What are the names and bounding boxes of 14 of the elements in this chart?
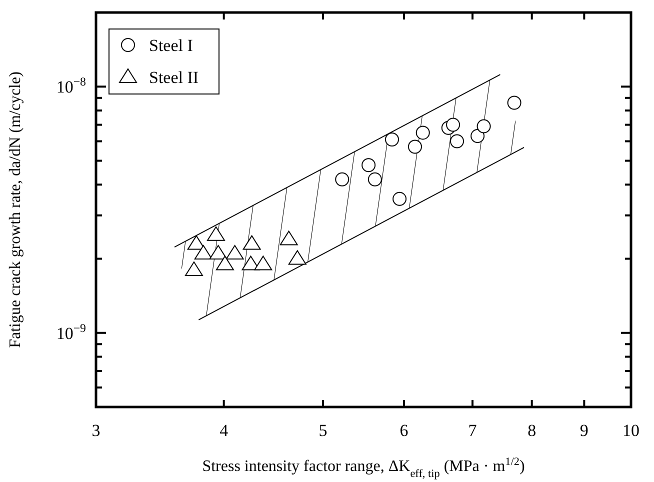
x-tick-label: 4 <box>220 421 229 440</box>
y-tick-label: 10$^{−9}$ <box>56 320 86 343</box>
x-tick-label: 10 <box>622 421 640 440</box>
x-tick-label: 7 <box>468 421 478 440</box>
x-tick-label: 3 <box>92 421 100 440</box>
legend-label: Steel I <box>149 36 194 55</box>
x-axis-title: Stress intensity factor range, ΔK$_{eff, tip}$ (MPa · m$^{1/2}$) <box>202 456 525 480</box>
x-tick-label: 5 <box>318 421 328 440</box>
y-axis-title: Fatigue crack growth rate, da/dN (m/cycle) <box>7 72 24 348</box>
x-tick-label: 6 <box>400 421 408 440</box>
legend-label: Steel II <box>149 68 199 87</box>
x-tick-label: 9 <box>580 421 588 440</box>
y-tick-label: 10$^{−8}$ <box>56 74 86 97</box>
x-tick-label: 8 <box>528 421 536 440</box>
